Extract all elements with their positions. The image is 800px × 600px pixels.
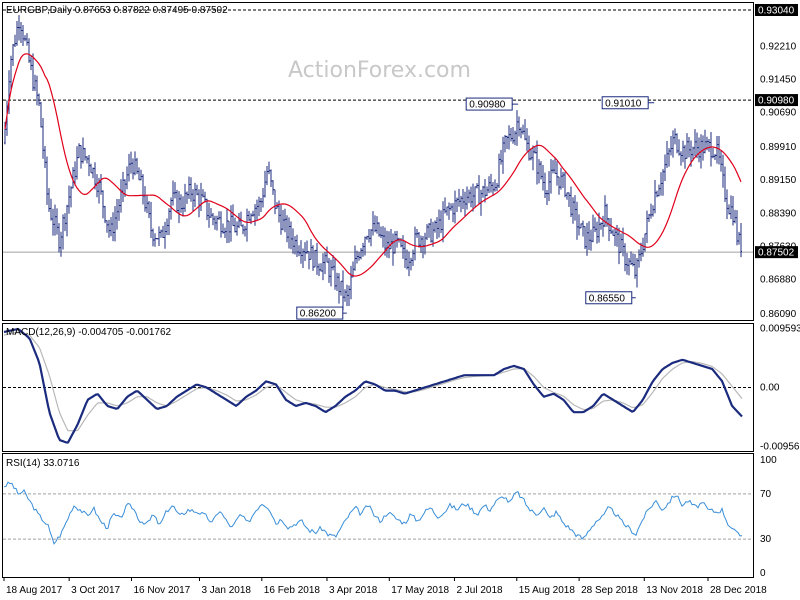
annotation-label: 0.90980 bbox=[469, 100, 506, 111]
rsi-line bbox=[3, 481, 743, 545]
x-axis-tick-label: 28 Sep 2018 bbox=[581, 585, 638, 596]
macd-tick-label: -0.009562 bbox=[760, 441, 800, 452]
price-tick-label: 0.86090 bbox=[760, 309, 797, 320]
current-price-tag bbox=[755, 246, 798, 259]
macd-header: MACD(12,26,9) -0.004705 -0.001762 bbox=[6, 327, 172, 338]
price-tick-label: 0.88390 bbox=[760, 208, 797, 219]
price-tick-label: 0.91450 bbox=[760, 75, 797, 86]
annotation-box bbox=[296, 306, 344, 320]
price-tick-label: 0.89910 bbox=[760, 142, 797, 153]
x-axis-tick-label: 17 May 2018 bbox=[391, 585, 449, 596]
watermark: ActionForex.com bbox=[288, 58, 471, 83]
rsi-tick-label: 30 bbox=[760, 534, 772, 545]
price-tick-label: 0.92210 bbox=[760, 41, 797, 52]
x-axis-tick-label: 3 Jan 2018 bbox=[201, 585, 251, 596]
x-axis-tick-label: 16 Feb 2018 bbox=[264, 585, 321, 596]
annotation-label: 0.86550 bbox=[589, 293, 626, 304]
rsi-layer: 100 70 30 0 bbox=[3, 455, 777, 579]
macd-tick-label: 0.00 bbox=[760, 383, 780, 394]
annotation-label: 0.86200 bbox=[300, 309, 337, 320]
reference-line-label: 0.90980 bbox=[758, 96, 795, 107]
x-axis-tick-label: 18 Aug 2017 bbox=[6, 585, 63, 596]
reference-line-label: 0.93040 bbox=[758, 5, 795, 16]
rsi-panel-frame bbox=[2, 453, 754, 578]
x-axis-tick-label: 13 Nov 2018 bbox=[646, 585, 703, 596]
x-axis-tick-label: 2 Jul 2018 bbox=[456, 585, 503, 596]
axis-layer: 18 Aug 2017 3 Oct 2017 16 Nov 2017 3 Jan 20… bbox=[3, 577, 767, 596]
macd-signal-line bbox=[3, 331, 743, 432]
reference-line-tag bbox=[755, 94, 798, 107]
x-axis-tick-label: 3 Apr 2018 bbox=[329, 585, 378, 596]
price-tick-label: 0.89150 bbox=[760, 175, 797, 186]
rsi-header: RSI(14) 33.0716 bbox=[6, 458, 80, 469]
reference-line-tag bbox=[755, 3, 798, 16]
price-tick-label: 0.86880 bbox=[760, 274, 797, 285]
annotation-box bbox=[465, 97, 513, 111]
price-panel-frame bbox=[2, 2, 754, 321]
annotation-label: 0.91010 bbox=[605, 98, 642, 109]
x-axis-tick-label: 3 Oct 2017 bbox=[71, 585, 120, 596]
x-axis-tick-label: 15 Aug 2018 bbox=[519, 585, 576, 596]
x-axis-tick-label: 16 Nov 2017 bbox=[133, 585, 190, 596]
rsi-tick-label: 100 bbox=[760, 455, 777, 466]
price-header: EURGBP,Daily 0.87653 0.87822 0.87495 0.8… bbox=[6, 5, 228, 16]
moving-average-line bbox=[4, 53, 742, 277]
macd-layer: 0.009593 0.00 -0.009562 bbox=[3, 323, 800, 452]
current-price-label: 0.87502 bbox=[758, 248, 795, 259]
annotation-box bbox=[585, 291, 633, 305]
macd-line bbox=[3, 327, 743, 444]
price-layer: 0.92210 0.91450 0.90690 0.89910 0.89150 0.883… bbox=[3, 3, 798, 320]
price-tick-label: 0.90690 bbox=[760, 108, 797, 119]
x-axis-tick-label: 28 Dec 2018 bbox=[710, 585, 767, 596]
rsi-tick-label: 70 bbox=[760, 489, 772, 500]
annotation-box bbox=[601, 96, 649, 110]
macd-tick-label: 0.009593 bbox=[760, 323, 800, 334]
rsi-tick-label: 0 bbox=[760, 568, 766, 579]
